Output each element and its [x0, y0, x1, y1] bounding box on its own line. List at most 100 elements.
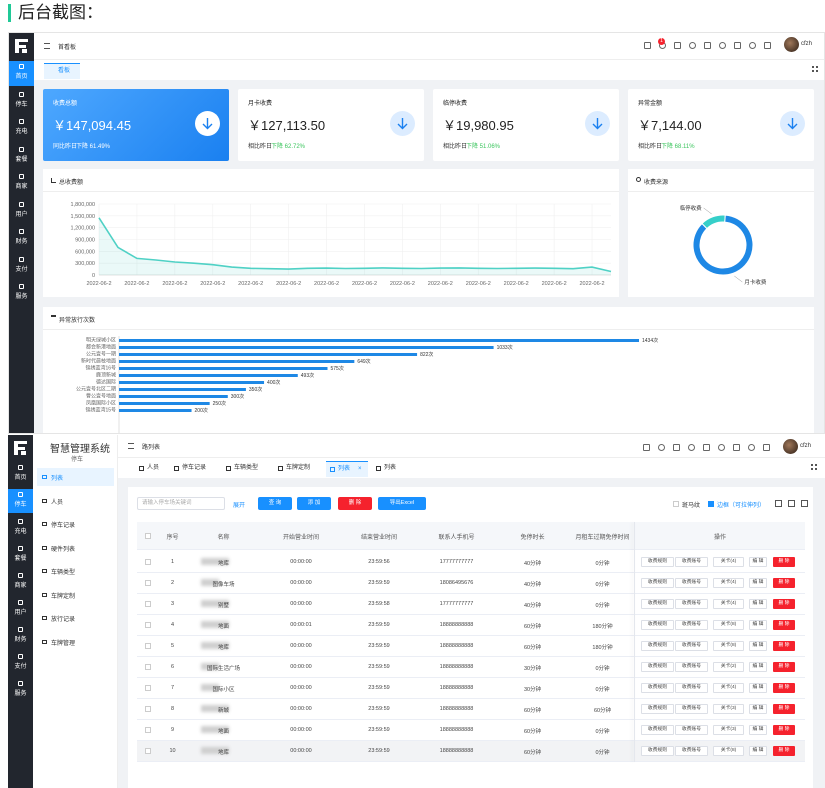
toolbar-icon[interactable]: [719, 42, 726, 49]
checkbox[interactable]: [145, 533, 151, 539]
toolbar-icon[interactable]: [644, 42, 651, 49]
checkbox[interactable]: [145, 748, 151, 754]
checkbox[interactable]: [673, 501, 679, 507]
toolbar-icon[interactable]: [764, 42, 771, 49]
avatar[interactable]: [783, 439, 798, 454]
toolbar-icon[interactable]: [775, 500, 782, 507]
menu-item[interactable]: 支付: [9, 254, 34, 279]
menu-item[interactable]: 服务: [8, 678, 33, 702]
button[interactable]: 删 除: [338, 497, 372, 510]
action-button[interactable]: 删 除: [773, 578, 795, 588]
action-button[interactable]: 关卡(8): [713, 620, 744, 630]
action-button[interactable]: 关卡(8): [713, 746, 744, 756]
toolbar-icon[interactable]: [733, 444, 740, 451]
action-button[interactable]: 删 除: [773, 620, 795, 630]
menu-item[interactable]: 停车: [8, 489, 33, 513]
submenu-item[interactable]: 车辆类型: [37, 562, 114, 580]
action-button[interactable]: 收费规则: [641, 746, 674, 756]
button[interactable]: 添 加: [297, 497, 331, 510]
checkbox[interactable]: [145, 601, 151, 607]
menu-item[interactable]: 用户: [9, 199, 34, 224]
checkbox[interactable]: [145, 643, 151, 649]
action-button[interactable]: 编 辑: [749, 725, 767, 735]
action-button[interactable]: 关卡(2): [713, 662, 744, 672]
checkbox[interactable]: [145, 622, 151, 628]
action-button[interactable]: 收费账号: [675, 746, 708, 756]
action-button[interactable]: 编 辑: [749, 620, 767, 630]
toolbar-icon[interactable]: [688, 444, 695, 451]
user-name[interactable]: cfzh: [800, 443, 812, 449]
action-button[interactable]: 收费账号: [675, 683, 708, 693]
tab[interactable]: 看板: [44, 63, 80, 79]
toolbar-icon[interactable]: [689, 42, 696, 49]
checkbox-label[interactable]: 斑马纹: [682, 503, 701, 509]
tab[interactable]: 车牌定制: [274, 461, 324, 477]
menu-item[interactable]: 服务: [9, 281, 34, 306]
grid-icon[interactable]: [812, 66, 818, 72]
action-button[interactable]: 编 辑: [749, 746, 767, 756]
checkbox[interactable]: [708, 501, 714, 507]
tab[interactable]: 人员: [135, 461, 168, 477]
action-button[interactable]: 收费账号: [675, 704, 708, 714]
toolbar-icon[interactable]: [703, 444, 710, 451]
action-button[interactable]: 收费账号: [675, 662, 708, 672]
action-button[interactable]: 关卡(4): [713, 683, 744, 693]
toolbar-icon[interactable]: [658, 444, 665, 451]
avatar[interactable]: [784, 37, 799, 52]
menu-item[interactable]: 支付: [8, 651, 33, 675]
submenu-item[interactable]: 停车记录: [37, 515, 114, 533]
menu-item[interactable]: 停车: [9, 89, 34, 114]
action-button[interactable]: 编 辑: [749, 683, 767, 693]
submenu-item[interactable]: 车牌定制: [37, 586, 114, 604]
menu-item[interactable]: 套餐: [8, 543, 33, 567]
toolbar-icon[interactable]: [718, 444, 725, 451]
menu-item[interactable]: 用户: [8, 597, 33, 621]
action-button[interactable]: 关卡(4): [713, 599, 744, 609]
submenu-item[interactable]: 人员: [37, 492, 114, 510]
action-button[interactable]: 删 除: [773, 599, 795, 609]
action-button[interactable]: 收费账号: [675, 725, 708, 735]
action-button[interactable]: 关卡(8): [713, 641, 744, 651]
action-button[interactable]: 关卡(4): [713, 578, 744, 588]
action-button[interactable]: 收费规则: [641, 578, 674, 588]
action-button[interactable]: 编 辑: [749, 704, 767, 714]
action-button[interactable]: 收费规则: [641, 599, 674, 609]
checkbox[interactable]: [145, 727, 151, 733]
checkbox-label[interactable]: 边框（可拉伸列）: [717, 503, 766, 509]
action-button[interactable]: 编 辑: [749, 599, 767, 609]
action-button[interactable]: 编 辑: [749, 641, 767, 651]
action-button[interactable]: 编 辑: [749, 662, 767, 672]
action-button[interactable]: 收费规则: [641, 557, 674, 567]
action-button[interactable]: 删 除: [773, 746, 795, 756]
action-button[interactable]: 收费规则: [641, 641, 674, 651]
menu-item[interactable]: 商家: [9, 171, 34, 196]
user-name[interactable]: cfzh: [801, 41, 813, 47]
action-button[interactable]: 收费规则: [641, 704, 674, 714]
action-button[interactable]: 删 除: [773, 725, 795, 735]
toolbar-icon[interactable]: [674, 42, 681, 49]
menu-item[interactable]: 套餐: [9, 144, 34, 169]
action-button[interactable]: 收费账号: [675, 641, 708, 651]
menu-item[interactable]: 财务: [9, 226, 34, 251]
action-button[interactable]: 删 除: [773, 704, 795, 714]
action-button[interactable]: 收费规则: [641, 662, 674, 672]
menu-item[interactable]: 财务: [8, 624, 33, 648]
checkbox[interactable]: [145, 580, 151, 586]
toolbar-icon[interactable]: [763, 444, 770, 451]
action-button[interactable]: 收费账号: [675, 599, 708, 609]
toolbar-icon[interactable]: [749, 42, 756, 49]
action-button[interactable]: 收费规则: [641, 683, 674, 693]
tab[interactable]: 列表: [372, 461, 402, 477]
action-button[interactable]: 关卡(4): [713, 557, 744, 567]
tab[interactable]: 停车记录: [170, 461, 220, 477]
submenu-item[interactable]: 列表: [37, 468, 114, 486]
action-button[interactable]: 删 除: [773, 641, 795, 651]
toolbar-icon[interactable]: [734, 42, 741, 49]
submenu-item[interactable]: 放行记录: [37, 609, 114, 627]
action-button[interactable]: 收费账号: [675, 557, 708, 567]
tab[interactable]: 列表 ×: [326, 461, 368, 477]
action-button[interactable]: 收费规则: [641, 620, 674, 630]
toolbar-icon[interactable]: [788, 500, 795, 507]
toolbar-icon[interactable]: [673, 444, 680, 451]
action-button[interactable]: 删 除: [773, 662, 795, 672]
